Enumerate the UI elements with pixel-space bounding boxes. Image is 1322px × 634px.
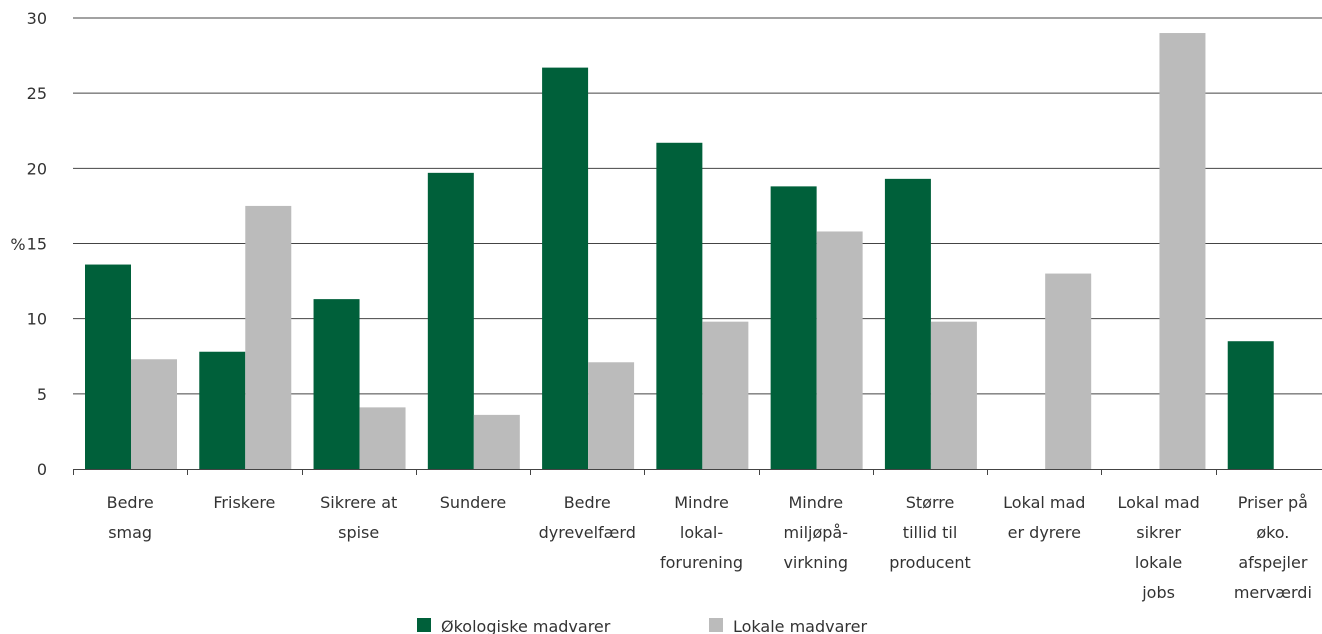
category-label: Større	[906, 493, 955, 512]
category-label: Bedre	[564, 493, 611, 512]
category-label: tillid til	[903, 523, 957, 542]
category-label: Mindre	[788, 493, 843, 512]
bar	[816, 231, 863, 469]
y-tick-label: 20	[27, 159, 47, 178]
category-label: merværdi	[1234, 583, 1312, 602]
y-tick-label: 5	[37, 385, 47, 404]
category-label: virkning	[783, 553, 848, 572]
bar	[245, 205, 292, 469]
category-label: Sikrere at	[320, 493, 397, 512]
category-label: Lokal mad	[1117, 493, 1199, 512]
y-tick-label: 15	[27, 235, 47, 254]
category-label: Bedre	[107, 493, 154, 512]
bar	[542, 67, 589, 470]
category-label: jobs	[1141, 583, 1175, 602]
bar	[1227, 341, 1274, 469]
bar	[702, 321, 749, 469]
bar	[884, 178, 931, 469]
x-axis	[73, 469, 1322, 475]
bar	[1159, 33, 1206, 470]
bars	[85, 33, 1274, 470]
category-label: forurening	[660, 553, 743, 572]
legend-swatch	[417, 618, 431, 632]
bar	[930, 321, 977, 469]
category-label: øko.	[1256, 523, 1289, 542]
legend-label: Lokale madvarer	[733, 617, 867, 634]
y-tick-label: 0	[37, 460, 47, 479]
category-label: smag	[108, 523, 152, 542]
category-labels: Bedre smag Friskere Sikrere at spise Sundere B…	[107, 493, 1312, 602]
category-label: Friskere	[213, 493, 275, 512]
bar	[359, 407, 406, 469]
category-label: Priser på	[1238, 493, 1308, 512]
category-label: sikrer	[1136, 523, 1181, 542]
category-label: afspejler	[1238, 553, 1308, 572]
category-label: er dyrere	[1008, 523, 1081, 542]
category-label: lokal-	[680, 523, 723, 542]
y-tick-label: 10	[27, 310, 47, 329]
y-tick-labels: 0 5 10 15 20 25 30	[27, 9, 47, 479]
y-tick-label: 30	[27, 9, 47, 28]
category-label: dyrevelfærd	[539, 523, 636, 542]
category-label: miljøpå-	[784, 523, 848, 542]
bar	[85, 264, 131, 469]
category-label: producent	[889, 553, 971, 572]
bar	[588, 362, 635, 469]
category-label: spise	[338, 523, 379, 542]
legend: Økologiske madvarer Lokale madvarer	[417, 617, 867, 634]
category-label: lokale	[1135, 553, 1182, 572]
bar	[656, 142, 703, 469]
bar	[473, 414, 520, 469]
bar	[770, 186, 817, 469]
category-label: Lokal mad	[1003, 493, 1085, 512]
bar	[131, 359, 177, 469]
bar	[1045, 273, 1092, 469]
legend-label: Økologiske madvarer	[441, 617, 611, 634]
y-tick-label: 25	[27, 84, 47, 103]
bar	[199, 351, 246, 469]
category-label: Sundere	[440, 493, 507, 512]
legend-swatch	[709, 618, 723, 632]
y-axis-label: %	[10, 235, 25, 254]
category-label: Mindre	[674, 493, 729, 512]
bar	[313, 299, 360, 469]
bar	[427, 172, 474, 470]
